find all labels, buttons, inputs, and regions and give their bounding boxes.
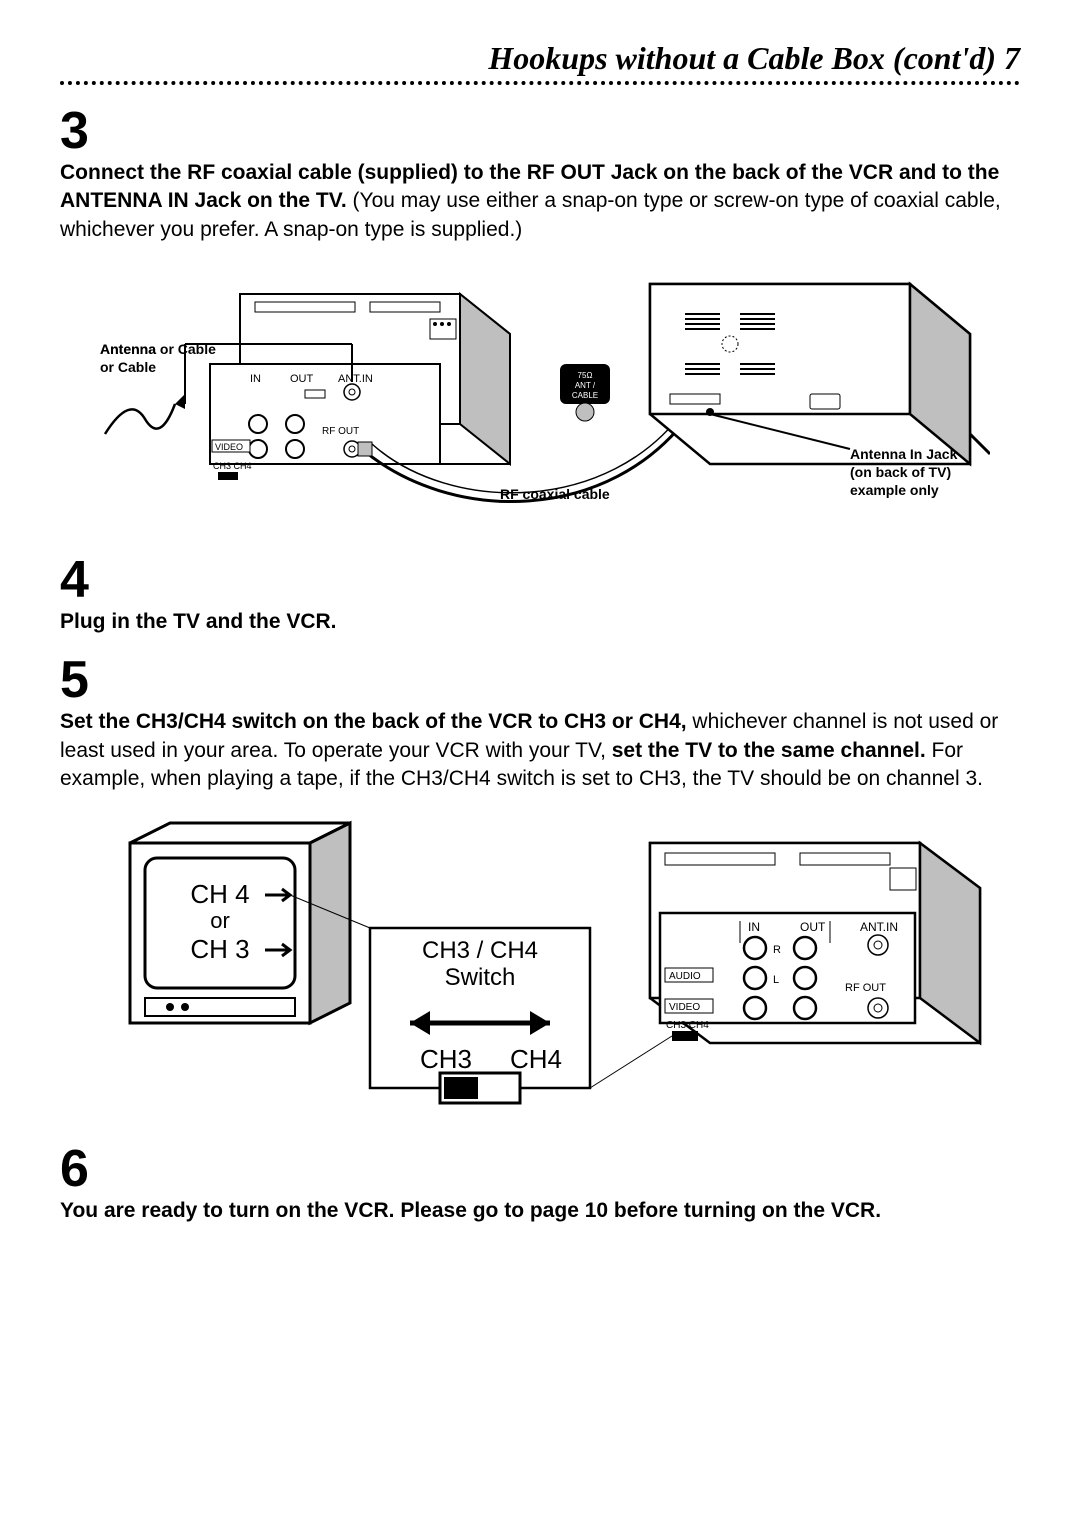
rf-cable-label: RF coaxial cable: [500, 486, 610, 502]
svg-text:ANT.IN: ANT.IN: [338, 373, 373, 385]
step-6-text: You are ready to turn on the VCR. Please…: [60, 1197, 1020, 1225]
svg-text:ANT.IN: ANT.IN: [860, 920, 898, 934]
step-3-text: Connect the RF coaxial cable (supplied) …: [60, 159, 1020, 244]
step-6-bold: You are ready to turn on the VCR. Please…: [60, 1199, 881, 1222]
svg-text:CH3 CH4: CH3 CH4: [666, 1020, 709, 1031]
svg-text:or Cable: or Cable: [100, 359, 156, 375]
page-title: Hookups without a Cable Box (cont'd) 7: [60, 40, 1020, 77]
svg-text:VIDEO: VIDEO: [215, 442, 243, 452]
svg-text:Switch: Switch: [445, 964, 516, 991]
step-4-bold: Plug in the TV and the VCR.: [60, 610, 337, 633]
svg-text:ANT /: ANT /: [575, 381, 596, 390]
svg-text:or: or: [210, 908, 230, 933]
step-4-number: 4: [60, 554, 1020, 606]
svg-text:R: R: [773, 944, 781, 956]
svg-text:IN: IN: [748, 920, 760, 934]
svg-text:L: L: [773, 974, 779, 986]
svg-text:CH3 CH4: CH3 CH4: [213, 461, 252, 471]
ch3-label: CH3: [420, 1044, 472, 1074]
step-4-text: Plug in the TV and the VCR.: [60, 608, 1020, 636]
diagram-2: CH 4 or CH 3 CH3 / CH4 Switch CH3 CH4 IN…: [60, 813, 1020, 1113]
svg-text:CH 3: CH 3: [190, 934, 249, 964]
ch4-label: CH4: [510, 1044, 562, 1074]
svg-text:CABLE: CABLE: [572, 391, 598, 400]
step-5: 5 Set the CH3/CH4 switch on the back of …: [60, 654, 1020, 793]
svg-text:IN: IN: [250, 373, 261, 385]
svg-text:RF OUT: RF OUT: [845, 982, 886, 994]
step-5-text: Set the CH3/CH4 switch on the back of th…: [60, 708, 1020, 793]
step-6: 6 You are ready to turn on the VCR. Plea…: [60, 1143, 1020, 1225]
step-5-number: 5: [60, 654, 1020, 706]
svg-text:Antenna: Antenna: [100, 341, 156, 357]
step-3-number: 3: [60, 105, 1020, 157]
diagram-1: Antenna or Cable Antenna or Cable IN OUT…: [60, 264, 1020, 524]
tv-label-2: (on back of TV): [850, 464, 951, 480]
svg-text:AUDIO: AUDIO: [669, 971, 701, 982]
step-5-bold2: set the TV to the same channel.: [612, 739, 926, 762]
svg-text:CH 4: CH 4: [190, 879, 249, 909]
title-divider: [60, 81, 1020, 85]
svg-text:VIDEO: VIDEO: [669, 1002, 700, 1013]
step-5-bold1: Set the CH3/CH4 switch on the back of th…: [60, 710, 687, 733]
step-3: 3 Connect the RF coaxial cable (supplied…: [60, 105, 1020, 244]
svg-text:OUT: OUT: [800, 920, 826, 934]
svg-text:75Ω: 75Ω: [578, 371, 593, 380]
tv-label-1: Antenna In Jack: [850, 446, 958, 462]
tv-label-3: example only: [850, 482, 939, 498]
step-4: 4 Plug in the TV and the VCR.: [60, 554, 1020, 636]
svg-text:OUT: OUT: [290, 373, 314, 385]
svg-text:RF OUT: RF OUT: [322, 426, 359, 437]
svg-text:CH3 / CH4: CH3 / CH4: [422, 937, 538, 964]
step-6-number: 6: [60, 1143, 1020, 1195]
